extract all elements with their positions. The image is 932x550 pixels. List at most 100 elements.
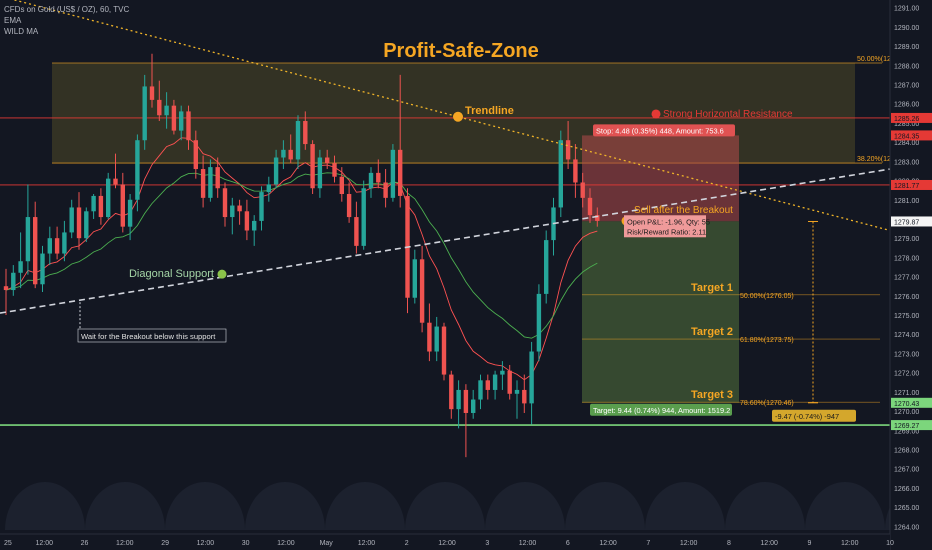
price-axis[interactable] bbox=[890, 0, 932, 550]
candle-body[interactable] bbox=[69, 207, 74, 233]
candle-body[interactable] bbox=[419, 259, 425, 323]
candle-body[interactable] bbox=[544, 240, 549, 294]
cycle-arc bbox=[725, 482, 805, 530]
candle-body[interactable] bbox=[244, 211, 250, 231]
candle-body[interactable] bbox=[295, 121, 301, 160]
candle-body[interactable] bbox=[149, 86, 155, 100]
candle-body[interactable] bbox=[507, 370, 512, 394]
candle-body[interactable] bbox=[259, 192, 264, 221]
candle-body[interactable] bbox=[113, 178, 118, 185]
candle-body[interactable] bbox=[157, 99, 162, 116]
candle-body[interactable] bbox=[529, 351, 534, 404]
candle-body[interactable] bbox=[398, 149, 403, 196]
candle-body[interactable] bbox=[310, 144, 315, 189]
symbol-line[interactable]: CFDs on Gold (US$ / OZ), 60, TVC bbox=[4, 5, 130, 14]
resistance-marker bbox=[651, 109, 661, 119]
candle-body[interactable] bbox=[142, 86, 147, 141]
measure-label: -9.47 (-0.74%) -947 bbox=[775, 412, 839, 421]
candle-body[interactable] bbox=[208, 167, 213, 198]
candle-body[interactable] bbox=[62, 232, 67, 254]
candle-body[interactable] bbox=[98, 195, 104, 218]
candle-body[interactable] bbox=[514, 389, 520, 394]
candle-body[interactable] bbox=[11, 272, 16, 291]
candle-body[interactable] bbox=[346, 194, 352, 218]
candle-body[interactable] bbox=[339, 176, 344, 195]
candle-body[interactable] bbox=[237, 205, 242, 212]
candle-body[interactable] bbox=[33, 217, 38, 285]
candle-body[interactable] bbox=[565, 140, 571, 160]
diagonal-support[interactable] bbox=[0, 161, 932, 314]
candle-body[interactable] bbox=[120, 184, 125, 227]
candle-body[interactable] bbox=[193, 140, 198, 170]
candle-body[interactable] bbox=[18, 261, 23, 273]
candle-body[interactable] bbox=[383, 182, 388, 198]
candle-body[interactable] bbox=[317, 157, 323, 189]
candle-body[interactable] bbox=[427, 322, 432, 352]
candle-body[interactable] bbox=[325, 157, 330, 164]
candle-body[interactable] bbox=[303, 121, 308, 145]
candle-body[interactable] bbox=[281, 149, 286, 158]
candle-body[interactable] bbox=[273, 157, 279, 185]
candle-body[interactable] bbox=[332, 163, 337, 177]
candle-body[interactable] bbox=[449, 374, 454, 410]
candle-body[interactable] bbox=[471, 399, 476, 413]
candle-body[interactable] bbox=[179, 111, 184, 131]
candle-body[interactable] bbox=[463, 389, 469, 413]
candle-body[interactable] bbox=[3, 286, 9, 291]
candle-body[interactable] bbox=[368, 172, 374, 189]
y-tick-label: 1268.00 bbox=[894, 447, 919, 454]
candle-body[interactable] bbox=[361, 188, 366, 246]
candle-body[interactable] bbox=[288, 149, 293, 160]
candle-body[interactable] bbox=[47, 238, 52, 254]
candle-body[interactable] bbox=[595, 215, 600, 221]
candle-body[interactable] bbox=[40, 253, 45, 285]
x-tick-label: 12:00 bbox=[197, 540, 215, 547]
trendline-marker bbox=[453, 111, 463, 122]
candle-body[interactable] bbox=[412, 259, 417, 298]
candle-body[interactable] bbox=[25, 217, 31, 262]
candle-body[interactable] bbox=[127, 199, 133, 227]
candle-body[interactable] bbox=[91, 195, 96, 212]
candle-body[interactable] bbox=[441, 326, 447, 375]
candle-body[interactable] bbox=[84, 211, 89, 239]
candle-body[interactable] bbox=[573, 159, 578, 183]
candle-body[interactable] bbox=[536, 293, 542, 352]
time-axis[interactable] bbox=[0, 534, 890, 550]
candle-body[interactable] bbox=[266, 184, 271, 193]
candle-body[interactable] bbox=[252, 220, 257, 231]
candle-body[interactable] bbox=[135, 140, 140, 200]
indicator-ema[interactable]: EMA bbox=[4, 16, 22, 25]
candle-body[interactable] bbox=[106, 178, 111, 218]
candle-body[interactable] bbox=[164, 105, 169, 116]
candle-body[interactable] bbox=[54, 238, 60, 254]
candle-body[interactable] bbox=[222, 188, 228, 218]
candle-body[interactable] bbox=[580, 182, 585, 198]
cycle-arc bbox=[5, 482, 85, 530]
candle-body[interactable] bbox=[376, 172, 381, 183]
candle-body[interactable] bbox=[200, 169, 206, 198]
candle-body[interactable] bbox=[456, 389, 461, 410]
candle-body[interactable] bbox=[587, 197, 593, 216]
candle-body[interactable] bbox=[522, 389, 527, 404]
candle-body[interactable] bbox=[171, 105, 177, 131]
candle-body[interactable] bbox=[354, 217, 359, 246]
candle-body[interactable] bbox=[390, 149, 396, 198]
target-label: Target 3 bbox=[691, 389, 733, 401]
candle-body[interactable] bbox=[500, 370, 505, 375]
indicator-wild-ma[interactable]: WILD MA bbox=[4, 27, 39, 36]
y-tick-label: 1287.00 bbox=[894, 83, 919, 90]
candle-body[interactable] bbox=[478, 380, 483, 400]
cycle-arc bbox=[485, 482, 565, 530]
candle-body[interactable] bbox=[76, 207, 82, 239]
candle-body[interactable] bbox=[485, 380, 490, 390]
candle-body[interactable] bbox=[230, 205, 235, 218]
candle-body[interactable] bbox=[215, 167, 220, 189]
y-tick-label: 1281.00 bbox=[894, 198, 919, 205]
candle-body[interactable] bbox=[434, 326, 439, 352]
candle-body[interactable] bbox=[558, 140, 563, 208]
candle-body[interactable] bbox=[186, 111, 191, 141]
candle-body[interactable] bbox=[492, 374, 498, 390]
trendline[interactable] bbox=[0, 0, 932, 243]
